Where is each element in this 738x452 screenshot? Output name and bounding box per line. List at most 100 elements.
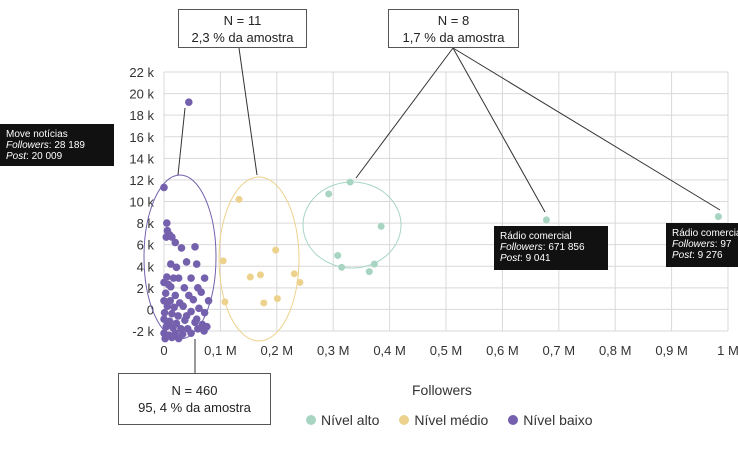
data-point xyxy=(174,334,183,343)
x-tick-label: 0,7 M xyxy=(543,343,576,358)
x-tick-label: 0,6 M xyxy=(486,343,519,358)
tooltip-name: Rádio comercial xyxy=(672,228,738,239)
data-point xyxy=(166,260,175,268)
data-point xyxy=(365,268,373,276)
tooltip-post-label: Post xyxy=(672,250,693,261)
annotation-n460-title: N = 460 xyxy=(171,383,218,398)
data-point xyxy=(177,244,186,252)
legend-item-baixo[interactable]: Nível baixo xyxy=(508,412,593,428)
x-tick-label: 0,3 M xyxy=(317,343,350,358)
data-point xyxy=(195,304,203,313)
data-point xyxy=(162,233,171,241)
cluster-ellipses xyxy=(143,174,402,342)
data-point xyxy=(194,325,202,333)
data-point xyxy=(168,333,176,342)
data-point xyxy=(192,260,201,268)
tooltip-post-value: 9 041 xyxy=(525,253,551,264)
data-point xyxy=(166,282,175,291)
data-point xyxy=(161,289,170,298)
x-axis-title: Followers xyxy=(412,382,472,398)
annotation-n11: N = 11 2,3 % da amostra xyxy=(178,9,307,48)
y-tick-label: 18 k xyxy=(129,108,154,123)
y-axis-ticks: -2 k 0 2 k 4 k 6 k 8 k 10 k 12 k 14 k 16 k 18 k 20 … xyxy=(129,65,154,339)
legend-item-alto[interactable]: Nível alto xyxy=(306,412,379,428)
tooltip-followers-value: 28 189 xyxy=(54,140,85,151)
data-point xyxy=(197,288,206,296)
x-tick-label: 0,1 M xyxy=(204,343,237,358)
leader-line-move-noticias xyxy=(177,107,186,176)
data-point xyxy=(163,302,172,310)
annotation-leader-lines xyxy=(177,47,721,373)
data-point xyxy=(182,258,191,266)
leader-line-n11 xyxy=(238,47,258,176)
data-point xyxy=(191,243,199,251)
data-point xyxy=(187,274,195,282)
data-point xyxy=(192,315,201,323)
data-point xyxy=(235,195,243,203)
legend-swatch-baixo xyxy=(508,415,519,425)
data-point xyxy=(174,312,182,320)
data-point xyxy=(170,303,178,312)
data-point xyxy=(160,308,169,317)
tooltip-followers-label: Followers xyxy=(500,242,543,253)
data-point xyxy=(171,238,180,247)
y-tick-label: 12 k xyxy=(129,173,154,188)
y-tick-label: 8 k xyxy=(137,216,155,231)
legend-item-medio[interactable]: Nível médio xyxy=(399,412,488,428)
tooltip-followers-label: Followers xyxy=(672,239,715,250)
cluster-ellipse-medio xyxy=(218,176,300,342)
data-point xyxy=(185,98,193,107)
data-point xyxy=(334,251,342,259)
y-tick-label: 22 k xyxy=(129,65,154,80)
data-point xyxy=(296,278,304,286)
data-point xyxy=(204,296,213,305)
leader-line-n8-point-1 xyxy=(452,47,546,213)
annotation-n8-title: N = 8 xyxy=(437,13,470,28)
tooltip-post-value: 9 276 xyxy=(697,250,723,261)
y-tick-label: 2 k xyxy=(137,281,155,296)
y-tick-label: -2 k xyxy=(132,324,154,339)
y-tick-label: 4 k xyxy=(137,259,155,274)
data-point xyxy=(180,284,189,292)
plot-grid xyxy=(163,71,729,332)
data-point xyxy=(203,322,211,331)
tooltip-followers-value: 97 xyxy=(720,239,732,250)
data-point xyxy=(377,222,385,230)
data-point xyxy=(370,260,378,268)
y-tick-label: 0 xyxy=(147,302,154,317)
y-tick-label: 16 k xyxy=(129,130,154,145)
tooltip-radio-comercial-2: Rádio comercial Followers: 97 Post: 9 27… xyxy=(666,223,738,267)
data-point xyxy=(542,216,550,224)
legend-label-medio: Nível médio xyxy=(414,412,489,428)
tooltip-name: Move notícias xyxy=(6,129,68,140)
annotation-n460: N = 460 95, 4 % da amostra xyxy=(118,373,271,425)
tooltip-followers-label: Followers xyxy=(6,140,49,151)
y-tick-label: 14 k xyxy=(129,151,154,166)
tooltip-followers-value: 671 856 xyxy=(548,242,585,253)
data-point xyxy=(161,334,169,343)
tooltip-name: Rádio comercial xyxy=(500,231,572,242)
x-tick-label: 0,9 M xyxy=(655,343,688,358)
x-axis-ticks: 0 0,1 M 0,2 M 0,3 M 0,4 M 0,5 M 0,6 M 0,7 M 0,8 … xyxy=(160,343,738,358)
legend: Nível alto Nível médio Nível baixo xyxy=(306,412,593,428)
data-point xyxy=(256,271,264,279)
cluster-ellipse-alto xyxy=(302,181,402,269)
data-point xyxy=(246,273,254,281)
data-point xyxy=(346,178,354,186)
data-point xyxy=(179,302,187,310)
data-point xyxy=(290,270,298,278)
x-tick-label: 0,4 M xyxy=(373,343,406,358)
data-point xyxy=(172,263,181,272)
tooltip-radio-comercial-1: Rádio comercial Followers: 671 856 Post:… xyxy=(494,226,608,270)
data-point xyxy=(200,308,209,317)
data-points xyxy=(160,98,722,343)
data-point xyxy=(714,213,722,221)
data-point xyxy=(187,329,195,337)
data-point xyxy=(338,263,346,271)
data-point xyxy=(171,291,180,300)
legend-label-baixo: Nível baixo xyxy=(523,412,593,428)
data-point xyxy=(182,312,191,320)
data-point xyxy=(174,274,183,282)
x-tick-label: 0,2 M xyxy=(261,343,294,358)
